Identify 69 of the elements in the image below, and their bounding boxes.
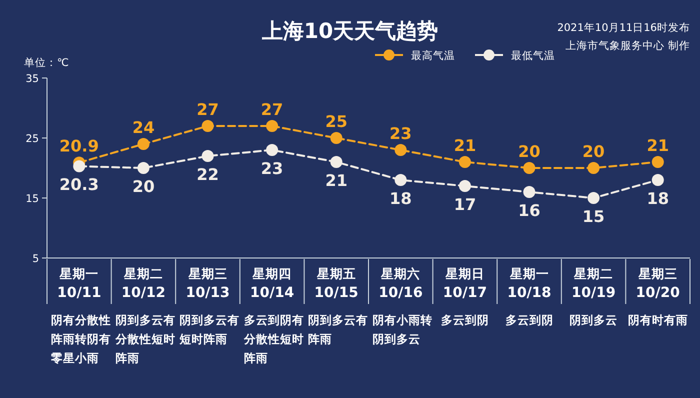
y-axis-title: 单位：℃ — [24, 56, 69, 69]
x-tick-label: 星期一 10/18 — [507, 266, 552, 301]
point — [73, 160, 86, 172]
legend-label: 最低气温 — [511, 50, 555, 62]
point — [652, 156, 664, 168]
data-label: 25 — [325, 112, 348, 131]
point — [394, 144, 407, 156]
x-tick-label: 星期日 10/17 — [442, 266, 487, 301]
data-label: 20 — [518, 142, 540, 161]
point — [202, 120, 214, 132]
x-tick-label: 星期五 10/15 — [314, 266, 358, 301]
point — [137, 138, 150, 150]
point — [330, 132, 342, 144]
x-tick-label: 星期六 10/16 — [378, 266, 423, 301]
x-tick-label: 星期二 10/12 — [121, 266, 166, 301]
text: 阴到多云 — [570, 313, 618, 327]
text: 阴有小雨转阴到多云 — [372, 313, 432, 346]
point — [458, 156, 471, 168]
text: 阴有时有雨 — [628, 313, 688, 327]
x-tick-label: 星期四 10/14 — [250, 266, 294, 301]
data-label: 17 — [454, 195, 476, 214]
text: 阴到多云有分散性短时阵雨 — [114, 313, 176, 365]
text: 多云到阴有分散性短时阵雨 — [242, 313, 304, 365]
point — [394, 174, 407, 186]
data-label: 21 — [454, 136, 476, 155]
data-label: 22 — [196, 165, 219, 184]
data-label: 27 — [196, 100, 219, 119]
point — [137, 162, 150, 174]
point — [266, 120, 278, 132]
point — [588, 162, 600, 174]
x-tick-label: 星期三 10/13 — [186, 266, 230, 301]
point — [330, 156, 342, 168]
y-tick-label: 15 — [26, 193, 39, 205]
data-label: 20 — [132, 177, 155, 196]
data-label: 24 — [132, 118, 155, 137]
point — [202, 150, 214, 162]
y-tick-label: 25 — [26, 133, 39, 145]
x-tick-label: 星期三 10/20 — [636, 266, 680, 301]
data-label: 23 — [260, 159, 284, 178]
data-label: 20.3 — [59, 175, 99, 194]
text: 阴到多云有阵雨 — [308, 313, 368, 346]
data-label: 21 — [646, 136, 669, 155]
point — [266, 144, 278, 156]
data-label: 18 — [646, 189, 669, 208]
data-label: 20.9 — [59, 136, 99, 156]
point — [458, 180, 471, 192]
point — [523, 186, 536, 198]
data-label: 18 — [390, 189, 412, 208]
point — [588, 192, 600, 204]
text: 阴有分散性阵雨转阴有零星小雨 — [50, 313, 111, 365]
data-label: 15 — [582, 207, 605, 226]
text: 多云到阴 — [440, 313, 489, 327]
point — [652, 174, 664, 186]
y-tick-label: 35 — [26, 73, 39, 85]
y-tick-label: 5 — [32, 253, 39, 265]
x-tick-label: 星期一 10/11 — [57, 266, 102, 301]
legend-label: 最高气温 — [411, 49, 455, 62]
text: 2021年10月11日16时发布 — [557, 21, 690, 34]
text: 上海市气象服务中心 制作 — [566, 39, 690, 52]
text: 阴到多云有短时阵雨 — [178, 313, 240, 346]
point — [523, 162, 536, 174]
data-label: 16 — [518, 201, 540, 220]
x-tick-label: 星期二 10/19 — [572, 266, 616, 301]
chart-title: 上海10天天气趋势 — [260, 19, 438, 43]
data-label: 21 — [325, 171, 348, 190]
data-label: 23 — [390, 124, 412, 143]
data-label: 20 — [582, 142, 605, 161]
data-label: 27 — [260, 100, 284, 119]
text: 多云到阴 — [505, 313, 554, 327]
